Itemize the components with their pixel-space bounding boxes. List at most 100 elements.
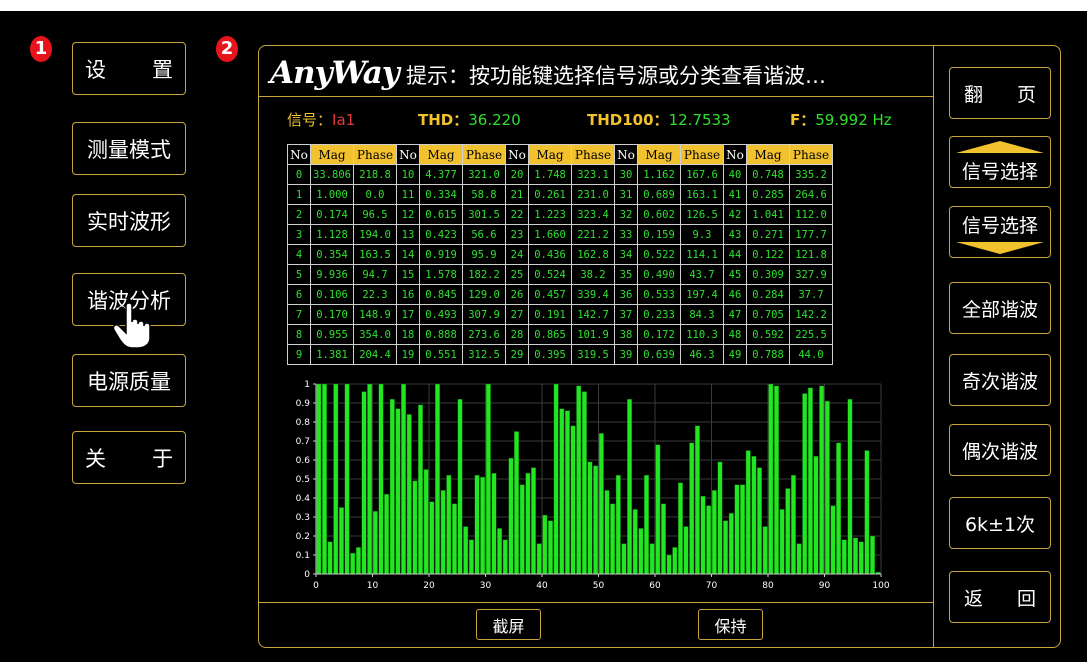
harmonic-phase: 319.5 [571,344,615,365]
harmonic-no: 35 [614,264,638,285]
harmonic-mag: 1.381 [310,344,354,365]
harmonic-no: 18 [396,324,420,345]
harmonic-mag: 0.172 [637,324,681,345]
harmonic-bar [774,385,779,575]
harmonic-bar [807,387,813,575]
harmonic-bar [463,526,469,575]
harmonic-bar [717,461,723,575]
all-harmonics-button[interactable]: 全部谐波 [949,282,1051,334]
table-row: 0 33.806 218.8 10 4.377 321.0 20 1.748 323.1 30 1.… [287,164,833,185]
footer-divider [259,602,934,603]
harmonic-phase: 221.2 [571,224,615,245]
harmonic-bar [757,467,762,575]
harmonic-phase: 84.3 [680,304,724,325]
hint-text: 提示：按功能键选择信号源或分类查看谐波… [406,64,826,88]
harmonic-mag: 0.354 [310,244,354,265]
harmonic-no: 6 [287,284,311,305]
harmonic-bar [542,514,548,575]
harmonic-mag: 1.041 [746,204,790,225]
step-badge-1: 1 [30,36,52,62]
table-row: 9 1.381 204.4 19 0.551 312.5 29 0.395 319.5 39 0.6… [287,344,833,365]
harmonic-phase: 121.8 [789,244,833,265]
harmonic-bar [824,400,830,575]
harmonic-bar [621,543,627,575]
harmonic-bar [740,484,746,575]
x-tick-label: 40 [536,581,548,591]
harmonic-phase: 112.0 [789,204,833,225]
realtime-waveform-button[interactable]: 实时波形 [72,194,186,247]
harmonic-bar [423,469,429,575]
signal-select-down-label: 信号选择 [961,214,1038,237]
harmonic-phase: 129.0 [462,284,506,305]
x-tick-label: 0 [313,581,319,591]
harmonic-phase: 323.4 [571,204,615,225]
harmonic-mag: 0.334 [419,184,463,205]
page-turn-label-a: 翻 [964,83,984,106]
harmonic-mag: 0.955 [310,324,354,345]
table-row: 3 1.128 194.0 13 0.423 56.6 23 1.660 221.2 33 0.15… [287,224,833,245]
harmonic-mag: 9.936 [310,264,354,285]
harmonic-bar [723,520,729,575]
back-button[interactable]: 返 回 [949,571,1051,623]
signal-label: 信号： [287,111,333,129]
table-header-phase: Phase [680,144,724,165]
harmonic-phase: 307.9 [462,304,506,325]
thd-value: 36.220 [468,111,521,129]
screenshot-button[interactable]: 截屏 [476,609,541,640]
harmonic-bar [819,385,825,575]
harmonic-bar [661,503,666,575]
harmonic-phase: 37.7 [789,284,833,305]
harmonic-bar [711,490,717,575]
harmonic-bar [519,484,525,575]
harmonic-bar [418,404,423,575]
odd-harmonics-button[interactable]: 奇次谐波 [949,354,1051,406]
harmonic-phase: 96.5 [353,204,397,225]
harmonic-bar [615,474,621,575]
settings-button[interactable]: 设 置 [72,42,186,95]
6k-pm-1-button[interactable]: 6k±1次 [949,497,1051,549]
harmonic-bar [666,554,672,575]
harmonic-no: 14 [396,244,420,265]
harmonic-phase: 95.9 [462,244,506,265]
harmonic-mag: 0.174 [310,204,354,225]
harmonic-bar [779,509,785,575]
harmonic-phase: 204.4 [353,344,397,365]
harmonic-bar [751,455,757,575]
table-header-mag: Mag [419,144,463,165]
harmonic-phase: 323.1 [571,164,615,185]
about-button[interactable]: 关 于 [72,431,186,484]
signal-select-up-button[interactable]: 信号选择 [949,136,1051,188]
harmonic-bar [412,480,418,575]
about-label-b: 于 [152,446,173,471]
harmonic-bar [457,399,463,575]
table-header-phase: Phase [353,144,397,165]
signal-select-down-button[interactable]: 信号选择 [949,206,1051,258]
measure-mode-button[interactable]: 测量模式 [72,122,186,175]
harmonic-phase: 142.7 [571,304,615,325]
harmonic-phase: 225.5 [789,324,833,345]
harmonic-bar [497,528,503,575]
signal-info: 信号：Ia1 [287,109,355,130]
signal-select-up-label: 信号选择 [961,160,1038,183]
harmonic-bar [355,547,361,575]
power-quality-button[interactable]: 电源质量 [72,354,186,407]
harmonic-mag: 0.271 [746,224,790,245]
harmonic-bar [564,410,570,575]
harmonic-bar [548,520,553,575]
harmonic-phase: 273.6 [462,324,506,345]
harmonic-no: 38 [614,324,638,345]
even-harmonics-button[interactable]: 偶次谐波 [949,424,1051,476]
harmonic-no: 13 [396,224,420,245]
harmonic-mag: 1.748 [528,164,572,185]
harmonic-mag: 0.533 [637,284,681,305]
page-turn-button[interactable]: 翻 页 [949,67,1051,119]
y-tick-label: 0.1 [296,551,310,561]
harmonic-bar [531,467,536,575]
harmonic-bar [706,505,712,575]
x-tick-label: 60 [649,581,661,591]
hold-button[interactable]: 保持 [698,609,763,640]
harmonic-phase: 38.2 [571,264,615,285]
y-tick-label: 0.9 [296,399,311,409]
table-row: 6 0.106 22.3 16 0.845 129.0 26 0.457 339.4 36 0.53… [287,284,833,305]
harmonic-mag: 0.592 [746,324,790,345]
